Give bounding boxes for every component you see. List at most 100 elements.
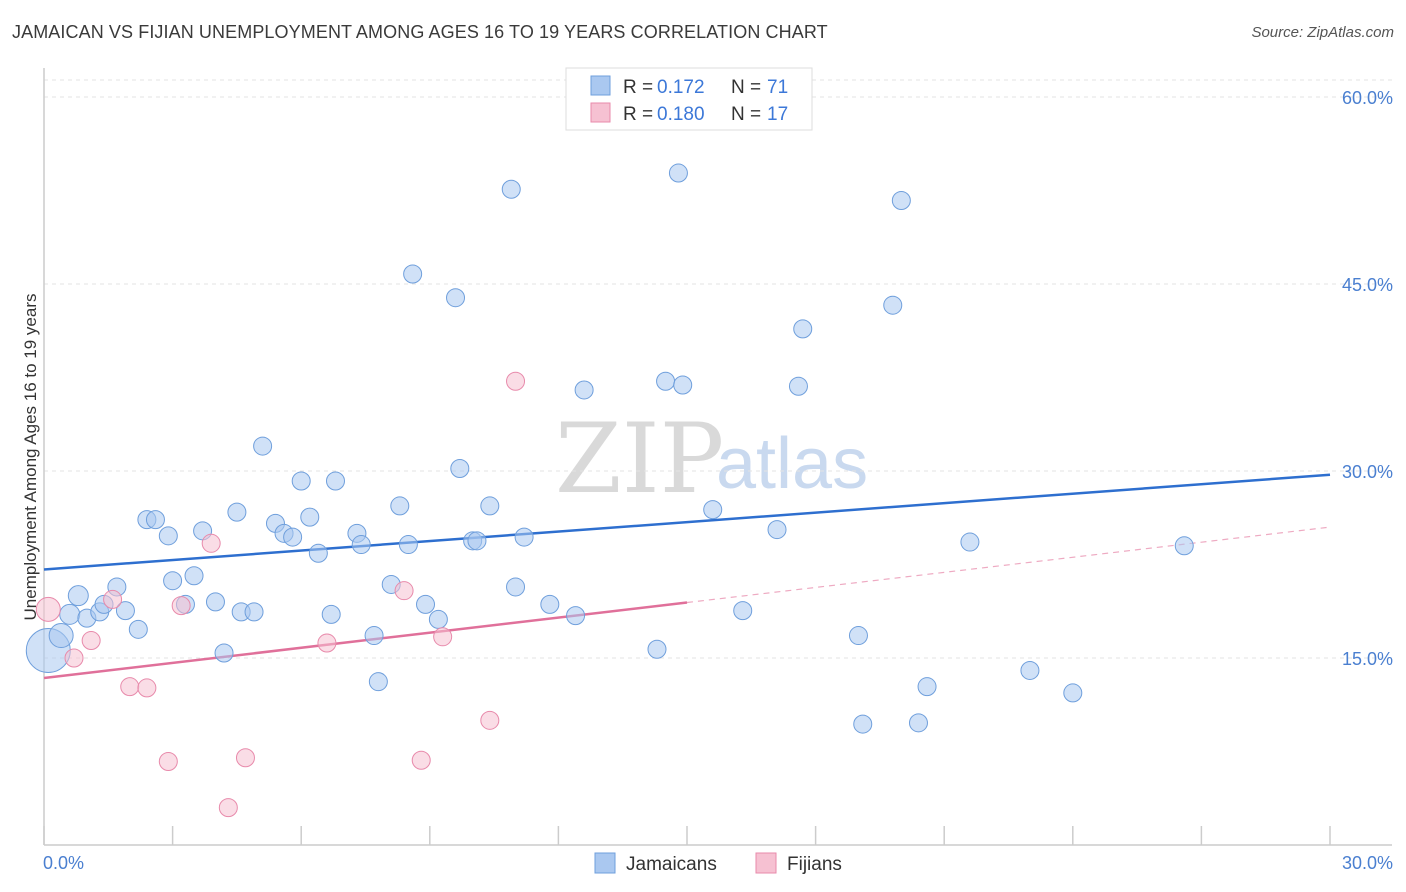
jamaican-point [308,543,328,563]
fijian-point [480,710,500,730]
trend-line-fijians [43,601,688,680]
fijian-point [433,627,453,647]
jamaican-point [184,566,204,586]
legend-swatch [594,852,616,874]
jamaican-point [351,535,371,555]
jamaican-point [205,592,225,612]
legend-bottom: Jamaicans Fijians [594,852,842,875]
jamaican-point [703,500,723,520]
jamaican-point [428,609,448,629]
jamaican-point [291,471,311,491]
y-tick-label: 60.0% [1342,88,1393,108]
jamaican-point [514,527,534,547]
fijian-point [35,596,61,622]
jamaican-point [364,626,384,646]
fijian-point [201,533,221,553]
jamaican-point [446,288,466,308]
jamaican-point [1020,660,1040,680]
jamaican-point [321,604,341,624]
jamaican-point [506,577,526,597]
legend-r-value: 0.180 [657,104,705,125]
jamaican-point [390,496,410,516]
legend-n-label: N = [731,104,761,125]
legend-top: R = 0.172 N = 71 R = 0.180 N = 17 [565,67,813,131]
jamaican-point [501,179,521,199]
jamaican-point [59,603,81,625]
fijian-point [103,589,123,609]
jamaican-point [767,520,787,540]
y-tick-labels: 15.0% 30.0% 45.0% 60.0% [1342,88,1393,669]
jamaican-point [115,601,135,621]
legend-n-value: 17 [767,104,788,125]
legend-swatch [590,75,611,96]
fijian-point [64,648,84,668]
axes [43,68,1392,846]
jamaican-point [403,264,423,284]
jamaican-point [656,371,676,391]
data-points [25,163,1194,818]
source-label: Source: ZipAtlas.com [1251,24,1394,41]
legend-swatch [755,852,777,874]
jamaican-point [891,190,911,210]
fijian-point [171,596,191,616]
legend-r-label: R = [623,77,653,98]
jamaican-point [450,459,470,479]
fijian-point [506,371,526,391]
jamaican-point [48,623,74,649]
y-axis-title: Unemployment Among Ages 16 to 19 years [21,294,40,621]
watermark: ZIP atlas [555,403,868,515]
jamaican-point [668,163,688,183]
jamaican-point [848,626,868,646]
gridlines [44,79,1392,659]
jamaican-point [733,601,753,621]
jamaican-point [917,677,937,697]
jamaican-point [163,571,183,591]
jamaican-point [253,436,273,456]
jamaican-point [145,510,165,530]
jamaican-point [398,535,418,555]
y-tick-label: 30.0% [1342,462,1393,482]
jamaican-point [244,602,264,622]
jamaican-point [227,502,247,522]
jamaican-point [67,585,89,607]
jamaican-point [853,714,873,734]
jamaican-point [158,526,178,546]
jamaican-point [540,594,560,614]
legend-n-label: N = [731,77,761,98]
legend-swatch [590,102,611,123]
legend-r-value: 0.172 [657,77,705,98]
fijian-point [411,750,431,770]
fijian-point [218,798,238,818]
jamaican-point [300,507,320,527]
jamaican-point [566,606,586,626]
jamaican-point [283,527,303,547]
fijian-point [81,631,101,651]
jamaican-point [960,532,980,552]
jamaican-point [480,496,500,516]
jamaican-point [788,376,808,396]
x-tick-label: 0.0% [43,853,84,873]
y-tick-label: 45.0% [1342,275,1393,295]
x-tick-labels: 0.0% 30.0% [43,853,1393,873]
jamaican-point [883,295,903,315]
legend-r-label: R = [623,104,653,125]
jamaican-point [416,594,436,614]
watermark-zip: ZIP [555,403,724,515]
legend-label-fijians: Fijians [787,854,842,875]
jamaican-point [574,380,594,400]
jamaican-point [673,375,693,395]
y-tick-label: 15.0% [1342,649,1393,669]
x-tick-label: 30.0% [1342,853,1393,873]
jamaican-point [214,643,234,663]
jamaican-point [128,619,148,639]
fijian-point [120,677,140,697]
jamaican-point [793,319,813,339]
fijian-point [317,633,337,653]
jamaican-point [908,713,928,733]
jamaican-point [467,531,487,551]
trend-line-fijians-extrapolated [686,526,1331,604]
fijian-point [235,748,255,768]
watermark-atlas: atlas [716,424,868,504]
fijian-point [137,678,157,698]
